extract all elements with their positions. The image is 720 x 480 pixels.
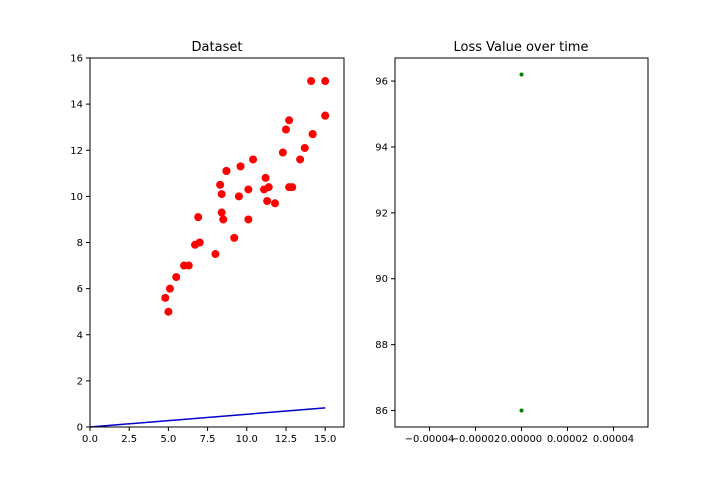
data-point (217, 190, 226, 199)
x-tick-label: 0.00002 (547, 434, 588, 445)
y-tick-label: 92 (375, 208, 388, 219)
x-tick-label: 12.5 (275, 434, 297, 445)
data-point (285, 116, 294, 125)
dataset-marks (89, 77, 330, 428)
x-tick-label: 0.00004 (593, 434, 634, 445)
data-point (165, 284, 174, 293)
data-point (261, 173, 270, 182)
data-point (249, 155, 258, 164)
data-point (288, 183, 297, 192)
data-point (244, 185, 253, 194)
y-tick-label: 12 (70, 146, 83, 157)
data-point (264, 183, 273, 192)
x-tick-label: −0.00002 (451, 434, 501, 445)
data-point (172, 273, 181, 282)
x-tick-label: 5.0 (160, 434, 176, 445)
y-tick-label: 88 (375, 340, 388, 351)
y-tick-label: 0 (77, 423, 83, 434)
data-point (296, 155, 305, 164)
x-tick-label: 7.5 (200, 434, 216, 445)
data-point (321, 77, 330, 86)
data-point (519, 408, 524, 413)
data-point (244, 215, 253, 224)
data-point (234, 192, 243, 201)
loss-marks (519, 72, 524, 413)
y-tick-label: 96 (375, 77, 388, 88)
data-point (278, 148, 287, 157)
data-point (307, 77, 316, 86)
data-point (184, 261, 193, 270)
x-tick-label: 0.0 (82, 434, 98, 445)
y-tick-label: 2 (77, 376, 83, 387)
y-tick-label: 10 (70, 192, 83, 203)
x-tick-label: 10.0 (236, 434, 258, 445)
data-point (222, 167, 231, 176)
y-tick-label: 16 (70, 54, 83, 65)
x-tick-label: 2.5 (121, 434, 137, 445)
data-point (217, 208, 226, 217)
y-tick-label: 90 (375, 274, 388, 285)
x-tick-label: 15.0 (314, 434, 336, 445)
y-tick-label: 8 (77, 238, 83, 249)
y-tick-label: 6 (77, 284, 83, 295)
y-tick-label: 4 (77, 330, 83, 341)
data-point (308, 130, 317, 139)
data-point (271, 199, 280, 208)
data-point (211, 250, 220, 259)
y-tick-label: 14 (70, 100, 83, 111)
data-point (263, 196, 272, 205)
loss-x-ticks: −0.00004−0.00002 0.00000 0.00002 0.00004 (405, 427, 634, 445)
x-tick-label: 0.00000 (501, 434, 542, 445)
dataset-x-ticks: 0.0 2.5 5.0 7.5 10.0 12.5 15.0 (82, 427, 336, 445)
data-point (195, 238, 204, 247)
dataset-chart: Dataset 0.0 2.5 5.0 7.5 10.0 12.5 15.0 0 2 4 6 8 10… (70, 40, 345, 445)
loss-chart: Loss Value over time −0.00004−0.00002 0.0… (375, 40, 649, 445)
y-tick-label: 86 (375, 406, 388, 417)
data-point (230, 233, 239, 242)
data-point (236, 162, 245, 171)
data-point (321, 111, 330, 120)
series-line (89, 407, 326, 428)
data-point (519, 72, 524, 77)
data-point (300, 143, 309, 152)
data-point (219, 215, 228, 224)
x-tick-label: −0.00004 (405, 434, 455, 445)
data-point (216, 180, 225, 189)
loss-y-ticks: 86 88 90 92 94 96 (375, 77, 395, 417)
y-tick-label: 94 (375, 142, 388, 153)
data-point (281, 125, 290, 134)
data-point (194, 213, 203, 222)
data-point (161, 293, 170, 302)
data-point (164, 307, 173, 316)
dataset-title: Dataset (192, 40, 243, 55)
loss-title: Loss Value over time (454, 40, 589, 55)
dataset-y-ticks: 0 2 4 6 8 10 12 14 16 (70, 54, 90, 434)
